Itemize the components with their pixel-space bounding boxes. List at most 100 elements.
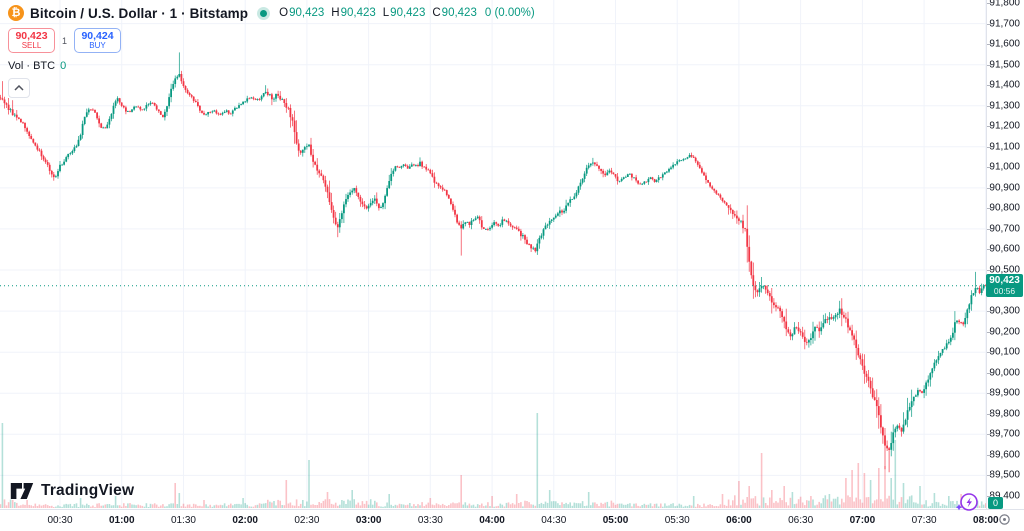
price-tick-label: 90,300 (989, 305, 1020, 317)
price-tick-mark (987, 228, 991, 230)
price-tick-mark (987, 187, 991, 189)
price-tick-mark (987, 105, 991, 107)
time-tick-label: 05:30 (664, 515, 690, 526)
price-tick-mark (987, 44, 991, 46)
price-tick-label: 90,800 (989, 202, 1020, 214)
sell-label: SELL (21, 40, 42, 50)
price-tick-label: 89,400 (989, 490, 1020, 502)
price-tick-label: 91,700 (989, 18, 1020, 30)
time-tick-label: 07:30 (911, 515, 937, 526)
price-tick-label: 91,400 (989, 79, 1020, 91)
time-tick-label: 05:00 (602, 515, 629, 526)
current-price-label: 90,423 00:56 (986, 274, 1023, 298)
low-value: 90,423 (390, 7, 426, 19)
price-tick-mark (987, 454, 991, 456)
price-tick-label: 89,600 (989, 449, 1020, 461)
price-tick-mark (987, 85, 991, 87)
price-tick-mark (987, 23, 991, 25)
price-axis[interactable]: 91,800 91,700 91,600 91,500 91,400 91,300 91,2… (986, 0, 1024, 509)
price-tick-mark (987, 413, 991, 415)
chart-legend: ₿ Bitcoin / U.S. Dollar · 1 · Bitstamp O… (8, 4, 535, 98)
price-tick-label: 89,900 (989, 387, 1020, 399)
price-tick-label: 90,500 (989, 264, 1020, 276)
price-tick-mark (987, 393, 991, 395)
time-tick-label: 02:30 (294, 515, 320, 526)
price-tick-label: 89,700 (989, 428, 1020, 440)
price-tick-label: 90,000 (989, 367, 1020, 379)
price-tick-label: 89,800 (989, 408, 1020, 420)
buy-button[interactable]: 90,424 BUY (74, 28, 122, 53)
time-tick-label: 08:00 (973, 515, 999, 526)
price-tick-mark (987, 249, 991, 251)
sell-price: 90,423 (15, 30, 48, 42)
time-tick-label: 07:00 (849, 515, 876, 526)
sell-button[interactable]: 90,423 SELL (8, 28, 55, 53)
price-tick-label: 90,700 (989, 223, 1020, 235)
open-label: O (279, 7, 289, 19)
time-axis[interactable]: 00:30 01:00 01:30 02:00 02:30 03:00 03:30 04:00… (0, 509, 1024, 531)
price-tick-label: 90,200 (989, 326, 1020, 338)
price-tick-mark (987, 434, 991, 436)
volume-study-value: 0 (60, 60, 67, 72)
price-tick-mark (987, 475, 991, 477)
price-tick-mark (987, 495, 991, 497)
time-tick-label: 01:30 (170, 515, 196, 526)
close-value: 90,423 (441, 7, 477, 19)
collapse-legend-button[interactable] (8, 78, 30, 98)
spread-value: 1 (62, 35, 68, 46)
low-label: L (382, 7, 390, 19)
bar-countdown: 00:56 (993, 285, 1016, 296)
time-tick-label: 00:30 (47, 515, 73, 526)
high-label: H (331, 7, 340, 19)
close-label: C (432, 7, 441, 19)
price-tick-label: 91,600 (989, 38, 1020, 50)
price-tick-label: 91,100 (989, 141, 1020, 153)
axis-settings-gear-icon[interactable] (998, 513, 1011, 526)
time-tick-label: 03:30 (417, 515, 443, 526)
open-value: 90,423 (289, 7, 325, 19)
price-tick-mark (987, 311, 991, 313)
boost-flash-icon[interactable] (954, 492, 980, 514)
price-tick-label: 91,000 (989, 161, 1020, 173)
buy-label: BUY (89, 40, 106, 50)
change-value: 0 (0.00%) (484, 7, 535, 19)
price-tick-label: 91,500 (989, 59, 1020, 71)
market-status-icon[interactable] (260, 9, 268, 17)
symbol-title[interactable]: Bitcoin / U.S. Dollar · 1 · Bitstamp (30, 5, 249, 21)
price-tick-mark (987, 372, 991, 374)
time-tick-label: 02:00 (232, 515, 258, 526)
time-tick-label: 03:00 (355, 515, 382, 526)
volume-axis-label: 0 (988, 497, 1003, 509)
price-tick-mark (987, 126, 991, 128)
volume-study-label: Vol · BTC (8, 60, 56, 72)
price-tick-mark (987, 3, 991, 5)
high-value: 90,423 (340, 7, 376, 19)
chevron-up-icon (14, 85, 24, 91)
tradingview-logo-icon (10, 483, 34, 499)
price-tick-mark (987, 146, 991, 148)
time-tick-label: 06:30 (788, 515, 814, 526)
price-tick-label: 91,300 (989, 100, 1020, 112)
price-tick-mark (987, 270, 991, 272)
price-tick-mark (987, 64, 991, 66)
time-tick-label: 04:00 (479, 515, 505, 526)
price-tick-label: 90,900 (989, 182, 1020, 194)
price-tick-label: 89,500 (989, 469, 1020, 481)
bitcoin-icon: ₿ (8, 5, 24, 21)
tradingview-logo[interactable]: TradingView (10, 482, 134, 500)
trade-buttons-row: 90,423 SELL 1 90,424 BUY (8, 28, 535, 53)
time-tick-label: 06:00 (726, 515, 752, 526)
time-tick-label: 01:00 (108, 515, 135, 526)
price-tick-label: 90,600 (989, 243, 1020, 255)
price-tick-mark (987, 167, 991, 169)
price-tick-label: 91,200 (989, 120, 1020, 132)
buy-price: 90,424 (81, 30, 114, 42)
price-tick-mark (987, 208, 991, 210)
volume-study-row[interactable]: Vol · BTC 0 (8, 60, 535, 72)
current-price-value: 90,423 (989, 275, 1020, 287)
time-tick-label: 04:30 (541, 515, 567, 526)
price-tick-label: 90,100 (989, 346, 1020, 358)
price-tick-mark (987, 331, 991, 333)
ohlc-values: O90,423 H90,423 L90,423 C90,423 0 (0.00%… (279, 7, 535, 19)
